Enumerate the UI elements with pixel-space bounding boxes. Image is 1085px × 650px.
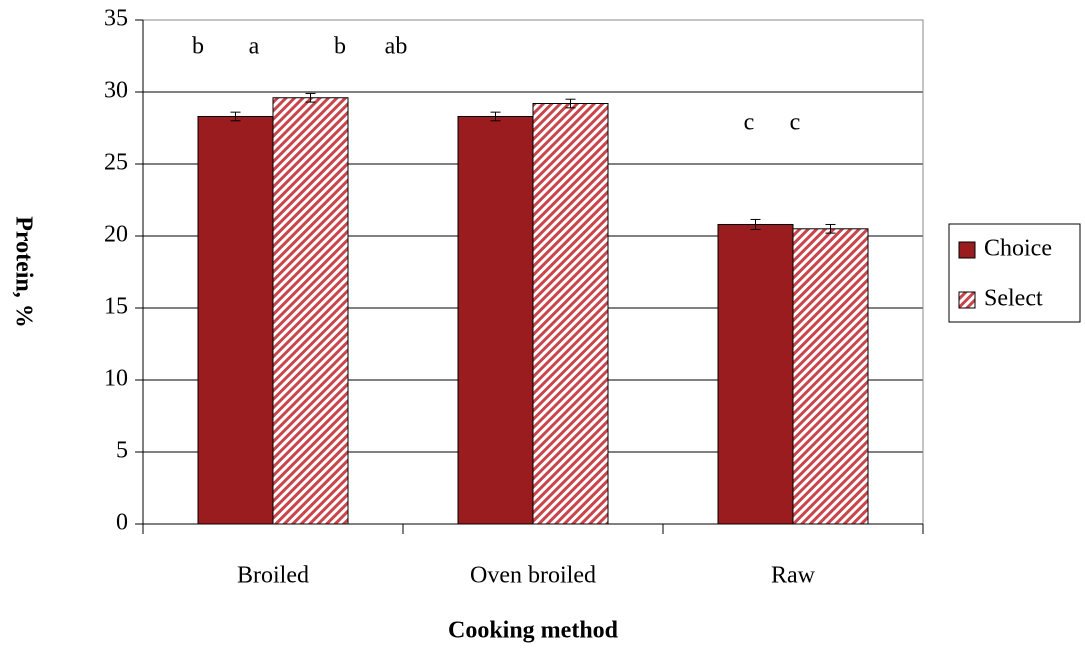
legend-label: Select bbox=[984, 286, 1043, 312]
bar bbox=[792, 228, 869, 525]
bar bbox=[272, 97, 349, 525]
y-tick-label: 15 bbox=[104, 294, 128, 320]
annotation: c bbox=[744, 110, 755, 136]
bar bbox=[717, 223, 794, 525]
y-tick-label: 0 bbox=[116, 510, 128, 536]
annotation: c bbox=[790, 110, 801, 136]
bar bbox=[532, 103, 609, 525]
x-tick-label: Broiled bbox=[237, 563, 309, 589]
y-tick-label: 10 bbox=[104, 366, 128, 392]
x-tick-label: Raw bbox=[771, 563, 816, 589]
x-tick-label: Oven broiled bbox=[470, 563, 596, 589]
y-axis-title: Protein, % bbox=[10, 216, 36, 328]
annotation: b bbox=[192, 34, 204, 60]
bar bbox=[197, 115, 274, 525]
y-tick-label: 35 bbox=[104, 6, 128, 32]
y-tick-label: 25 bbox=[104, 150, 128, 176]
y-tick-label: 30 bbox=[104, 78, 128, 104]
x-axis-title: Cooking method bbox=[448, 618, 619, 644]
legend-label: Choice bbox=[984, 236, 1052, 262]
legend bbox=[948, 223, 1081, 323]
annotation: ab bbox=[385, 34, 408, 60]
legend-swatch bbox=[958, 241, 976, 259]
annotation: a bbox=[249, 34, 260, 60]
y-tick-label: 5 bbox=[116, 438, 128, 464]
legend-swatch bbox=[958, 291, 976, 309]
annotation: b bbox=[334, 34, 346, 60]
bar bbox=[457, 115, 534, 525]
y-tick-label: 20 bbox=[104, 222, 128, 248]
